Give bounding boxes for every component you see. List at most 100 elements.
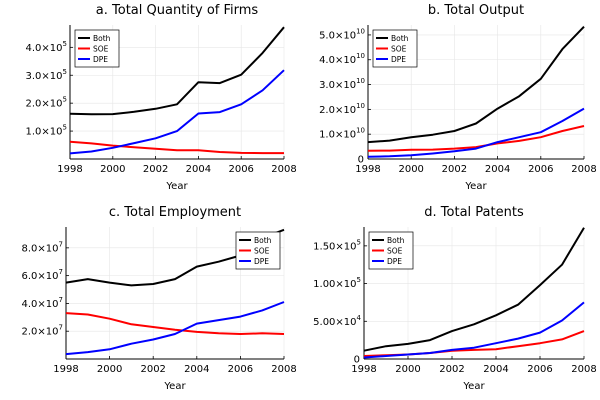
series-line-soe bbox=[69, 140, 284, 155]
x-axis-label: Year bbox=[165, 181, 188, 192]
x-axis-label: Year bbox=[163, 381, 186, 392]
y-tick-mantissa: 5.0×10 bbox=[319, 30, 356, 41]
series-line-dpe bbox=[363, 301, 585, 359]
x-tick-label: 1998 bbox=[351, 364, 376, 375]
y-tick-label: 1.50×105 bbox=[313, 238, 361, 252]
y-tick-mantissa: 1.0×10 bbox=[26, 127, 63, 138]
y-tick-mantissa: 1.00×10 bbox=[313, 279, 356, 290]
y-tick-mantissa: 4.0×10 bbox=[26, 43, 63, 54]
chart-title: c. Total Employment bbox=[109, 205, 241, 220]
legend-label-soe: SOE bbox=[387, 247, 403, 256]
x-tick-label: 2004 bbox=[483, 364, 508, 375]
series-line-soe bbox=[363, 330, 585, 357]
y-tick-label: 6.0×107 bbox=[22, 268, 63, 282]
legend-label-both: Both bbox=[254, 236, 272, 245]
y-tick-mantissa: 5.00×10 bbox=[313, 317, 356, 328]
y-tick-label: 8.0×107 bbox=[22, 240, 63, 254]
chart-title: a. Total Quantity of Firms bbox=[96, 3, 259, 18]
y-tick-mantissa: 3.0×10 bbox=[319, 80, 356, 91]
series-line-soe bbox=[367, 125, 585, 152]
x-tick-label: 2002 bbox=[143, 164, 168, 175]
y-tick-label: 2.0×105 bbox=[26, 96, 67, 110]
chart-title: b. Total Output bbox=[428, 3, 524, 18]
y-tick-exponent: 10 bbox=[356, 52, 365, 60]
x-tick-label: 2008 bbox=[271, 364, 296, 375]
y-tick-exponent: 5 bbox=[63, 124, 67, 132]
y-tick-label: 5.0×1010 bbox=[319, 27, 365, 41]
y-tick-mantissa: 2.0×10 bbox=[319, 105, 356, 116]
x-tick-label: 2004 bbox=[485, 164, 510, 175]
y-tick-exponent: 10 bbox=[356, 27, 365, 35]
y-tick-label: 0 bbox=[358, 155, 364, 166]
y-tick-label: 2.0×107 bbox=[22, 324, 63, 338]
y-tick-exponent: 10 bbox=[356, 77, 365, 85]
y-tick-mantissa: 2.0×10 bbox=[26, 99, 63, 110]
chart-title: d. Total Patents bbox=[424, 205, 524, 220]
legend-label-both: Both bbox=[387, 236, 405, 245]
x-tick-label: 2002 bbox=[439, 364, 464, 375]
x-tick-label: 1998 bbox=[53, 364, 78, 375]
x-tick-label: 2008 bbox=[271, 164, 296, 175]
x-tick-label: 2000 bbox=[97, 364, 122, 375]
series-line-both bbox=[69, 26, 285, 116]
y-tick-exponent: 5 bbox=[357, 276, 361, 284]
y-tick-exponent: 10 bbox=[356, 102, 365, 110]
y-tick-exponent: 5 bbox=[63, 96, 67, 104]
y-tick-label: 5.00×104 bbox=[313, 314, 361, 328]
x-tick-label: 1998 bbox=[57, 164, 82, 175]
series-line-dpe bbox=[367, 107, 585, 158]
y-tick-label: 3.0×1010 bbox=[319, 77, 365, 91]
x-tick-label: 2006 bbox=[527, 364, 552, 375]
y-tick-label: 1.00×105 bbox=[313, 276, 361, 290]
legend-label-both: Both bbox=[93, 34, 111, 43]
series-line-dpe bbox=[69, 69, 285, 155]
y-tick-label: 3.0×105 bbox=[26, 68, 67, 82]
y-tick-label: 1.0×1010 bbox=[319, 127, 365, 141]
y-tick-mantissa: 4.0×10 bbox=[319, 55, 356, 66]
y-tick-exponent: 7 bbox=[59, 268, 63, 276]
x-tick-label: 2004 bbox=[186, 164, 211, 175]
y-tick-mantissa: 1.0×10 bbox=[319, 130, 356, 141]
x-tick-label: 2008 bbox=[571, 364, 596, 375]
series-line-both bbox=[363, 227, 585, 352]
legend-label-dpe: DPE bbox=[387, 257, 402, 266]
y-tick-exponent: 7 bbox=[59, 296, 63, 304]
y-tick-mantissa: 1.50×10 bbox=[313, 241, 356, 252]
panel-1: a. Total Quantity of Firms 1998 2000 2002 20… bbox=[26, 3, 297, 192]
legend-label-soe: SOE bbox=[391, 45, 407, 54]
y-tick-mantissa: 0 bbox=[358, 155, 364, 166]
y-tick-exponent: 10 bbox=[356, 127, 365, 135]
series-line-soe bbox=[65, 312, 285, 335]
series-line-both bbox=[367, 26, 585, 144]
x-tick-label: 2004 bbox=[184, 364, 209, 375]
y-tick-exponent: 7 bbox=[59, 240, 63, 248]
x-tick-label: 2000 bbox=[395, 364, 420, 375]
y-tick-exponent: 5 bbox=[63, 68, 67, 76]
legend-label-dpe: DPE bbox=[93, 55, 108, 64]
legend-label-dpe: DPE bbox=[391, 55, 406, 64]
y-tick-mantissa: 2.0×10 bbox=[22, 327, 59, 338]
y-tick-mantissa: 3.0×10 bbox=[26, 71, 63, 82]
y-tick-exponent: 4 bbox=[357, 314, 362, 322]
legend-label-both: Both bbox=[391, 34, 409, 43]
legend-label-soe: SOE bbox=[93, 45, 109, 54]
y-tick-mantissa: 6.0×10 bbox=[22, 271, 59, 282]
legend-label-dpe: DPE bbox=[254, 257, 269, 266]
x-tick-label: 2006 bbox=[228, 164, 253, 175]
x-tick-label: 2002 bbox=[442, 164, 467, 175]
x-axis-label: Year bbox=[464, 181, 487, 192]
y-tick-label: 0 bbox=[354, 355, 360, 366]
x-tick-label: 1998 bbox=[355, 164, 380, 175]
y-tick-mantissa: 0 bbox=[354, 355, 360, 366]
panel-3: c. Total Employment 1998 2000 2002 2004 2006 2… bbox=[22, 205, 297, 392]
x-tick-label: 2008 bbox=[571, 164, 596, 175]
y-tick-label: 4.0×1010 bbox=[319, 52, 365, 66]
x-axis-label: Year bbox=[462, 381, 485, 392]
y-tick-mantissa: 4.0×10 bbox=[22, 299, 59, 310]
series-line-dpe bbox=[65, 301, 285, 356]
